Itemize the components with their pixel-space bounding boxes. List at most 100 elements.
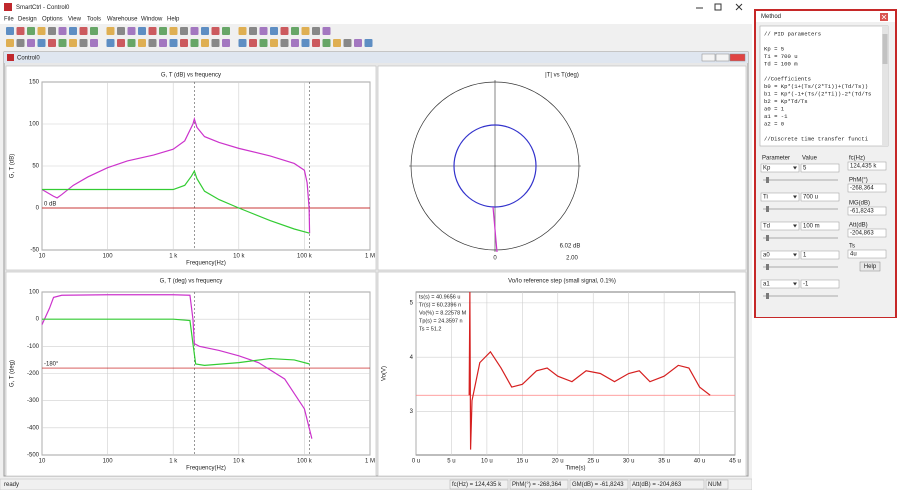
- toolbar-icon[interactable]: [138, 39, 146, 47]
- toolbar-icon[interactable]: [148, 27, 157, 35]
- toolbar-icon[interactable]: [238, 39, 247, 47]
- param-select[interactable]: [760, 250, 800, 260]
- toolbar-icon[interactable]: [180, 27, 188, 35]
- param-input[interactable]: [800, 221, 840, 231]
- menu-item[interactable]: File: [4, 17, 14, 23]
- toolbar-icon[interactable]: [270, 27, 278, 35]
- toolbar-icon[interactable]: [127, 39, 136, 47]
- param-input[interactable]: [800, 163, 840, 173]
- toolbar-icon[interactable]: [364, 39, 373, 47]
- toolbar-icon[interactable]: [127, 27, 136, 35]
- toolbar-icon[interactable]: [333, 39, 341, 47]
- menu-item[interactable]: Options: [42, 17, 63, 23]
- child-maximize[interactable]: [715, 53, 730, 62]
- toolbar-icon[interactable]: [280, 27, 289, 35]
- toolbar-icon[interactable]: [190, 27, 199, 35]
- toolbar-icon[interactable]: [138, 27, 146, 35]
- param-slider-thumb[interactable]: [766, 206, 769, 212]
- param-input[interactable]: [800, 250, 840, 260]
- toolbar-icon[interactable]: [238, 27, 247, 35]
- toolbar-icon[interactable]: [37, 27, 46, 35]
- toolbar-icon[interactable]: [190, 39, 199, 47]
- toolbar-icon[interactable]: [259, 39, 268, 47]
- toolbar-icon[interactable]: [249, 27, 257, 35]
- toolbar-icon[interactable]: [169, 39, 178, 47]
- toolbar-icon[interactable]: [148, 39, 157, 47]
- toolbar-icon[interactable]: [270, 39, 278, 47]
- toolbar-icon[interactable]: [27, 39, 35, 47]
- toolbar-icon[interactable]: [27, 27, 35, 35]
- toolbar-icon[interactable]: [37, 39, 46, 47]
- help-label[interactable]: Help: [864, 264, 877, 270]
- toolbar-icon[interactable]: [222, 39, 230, 47]
- toolbar-icon[interactable]: [322, 39, 331, 47]
- code-editor[interactable]: [759, 25, 889, 147]
- param-select[interactable]: [760, 192, 800, 202]
- toolbar-icon[interactable]: [58, 39, 67, 47]
- toolbar-icon[interactable]: [291, 39, 299, 47]
- toolbar-icon[interactable]: [79, 39, 88, 47]
- toolbar-icon[interactable]: [69, 27, 77, 35]
- toolbar-icon[interactable]: [16, 39, 25, 47]
- toolbar-icon[interactable]: [343, 39, 352, 47]
- toolbar-icon[interactable]: [117, 39, 125, 47]
- toolbar-icon[interactable]: [301, 27, 310, 35]
- toolbar-icon[interactable]: [201, 39, 209, 47]
- menu-item[interactable]: Window: [141, 17, 163, 23]
- toolbar-icon[interactable]: [180, 39, 188, 47]
- param-slider-thumb[interactable]: [766, 264, 769, 270]
- child-minimize[interactable]: [701, 53, 716, 62]
- code-scroll-thumb[interactable]: [882, 34, 888, 64]
- menu-item[interactable]: Warehouse: [107, 17, 138, 23]
- param-input[interactable]: [800, 192, 840, 202]
- menu-item[interactable]: Design: [18, 17, 37, 23]
- toolbar-icon[interactable]: [201, 27, 209, 35]
- toolbar-icon[interactable]: [90, 27, 98, 35]
- toolbar-icon[interactable]: [280, 39, 289, 47]
- toolbar-icon[interactable]: [211, 39, 220, 47]
- toolbar-icon[interactable]: [354, 39, 362, 47]
- toolbar-icon[interactable]: [48, 27, 56, 35]
- toolbar-icon[interactable]: [159, 27, 167, 35]
- toolbar-icon[interactable]: [69, 39, 77, 47]
- toolbar-icon[interactable]: [48, 39, 56, 47]
- toolbar-icon[interactable]: [249, 39, 257, 47]
- toolbar-icon[interactable]: [312, 27, 320, 35]
- toolbar-icon[interactable]: [6, 39, 14, 47]
- menu-item[interactable]: Tools: [87, 17, 101, 23]
- toolbar-icon[interactable]: [159, 39, 167, 47]
- menu-item[interactable]: View: [68, 17, 82, 23]
- x-tick-label: 100: [103, 459, 114, 465]
- toolbar-icon[interactable]: [16, 27, 25, 35]
- toolbar-icon[interactable]: [211, 27, 220, 35]
- param-slider-thumb[interactable]: [766, 235, 769, 241]
- help-button[interactable]: [859, 261, 881, 272]
- toolbar-icon[interactable]: [90, 39, 98, 47]
- toolbar-icon[interactable]: [301, 39, 310, 47]
- param-slider-thumb[interactable]: [766, 177, 769, 183]
- toolbar-icon[interactable]: [169, 27, 178, 35]
- toolbar-icon[interactable]: [106, 27, 115, 35]
- child-close[interactable]: [729, 53, 746, 62]
- toolbar-icon[interactable]: [6, 27, 14, 35]
- toolbar-icon[interactable]: [58, 27, 67, 35]
- maximize-button[interactable]: [714, 3, 722, 11]
- toolbar-icon[interactable]: [291, 27, 299, 35]
- toolbar-icon[interactable]: [117, 27, 125, 35]
- param-select[interactable]: [760, 279, 800, 289]
- toolbar-icon[interactable]: [312, 39, 320, 47]
- toolbar-icon[interactable]: [79, 27, 88, 35]
- close-button[interactable]: [735, 3, 743, 11]
- param-slider-thumb[interactable]: [766, 293, 769, 299]
- toolbar-icon[interactable]: [222, 27, 230, 35]
- result-label: PhM(°): [849, 178, 868, 184]
- toolbar-icon[interactable]: [322, 27, 331, 35]
- toolbar-icon[interactable]: [106, 39, 115, 47]
- param-input[interactable]: [800, 279, 840, 289]
- param-select[interactable]: [760, 221, 800, 231]
- menu-item[interactable]: Help: [167, 17, 180, 23]
- code-scrollbar[interactable]: [882, 26, 888, 146]
- toolbar-icon[interactable]: [259, 27, 268, 35]
- param-select[interactable]: [760, 163, 800, 173]
